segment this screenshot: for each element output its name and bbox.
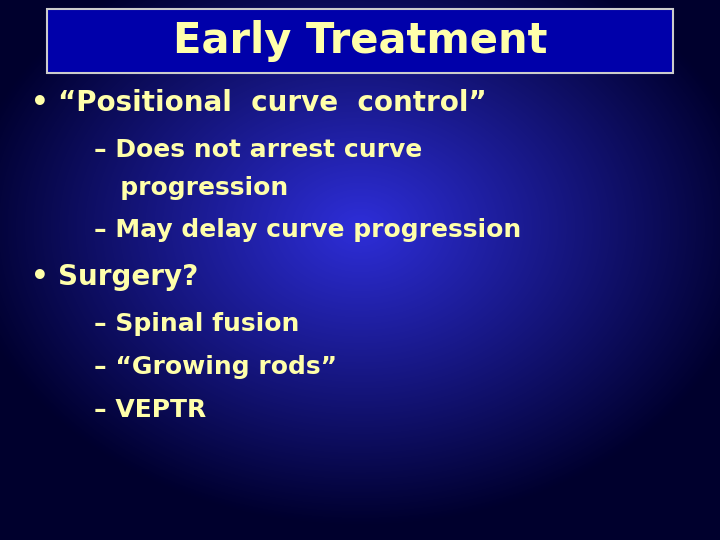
Text: – May delay curve progression: – May delay curve progression: [94, 218, 521, 241]
FancyBboxPatch shape: [47, 9, 673, 73]
Text: •: •: [31, 89, 48, 117]
Text: “Positional  curve  control”: “Positional curve control”: [58, 89, 486, 117]
Text: – Spinal fusion: – Spinal fusion: [94, 312, 299, 336]
Text: – “Growing rods”: – “Growing rods”: [94, 355, 337, 379]
Text: – VEPTR: – VEPTR: [94, 399, 206, 422]
Text: Surgery?: Surgery?: [58, 263, 198, 291]
Text: •: •: [31, 263, 48, 291]
Text: progression: progression: [94, 176, 288, 200]
Text: Early Treatment: Early Treatment: [173, 20, 547, 62]
Text: – Does not arrest curve: – Does not arrest curve: [94, 138, 422, 162]
